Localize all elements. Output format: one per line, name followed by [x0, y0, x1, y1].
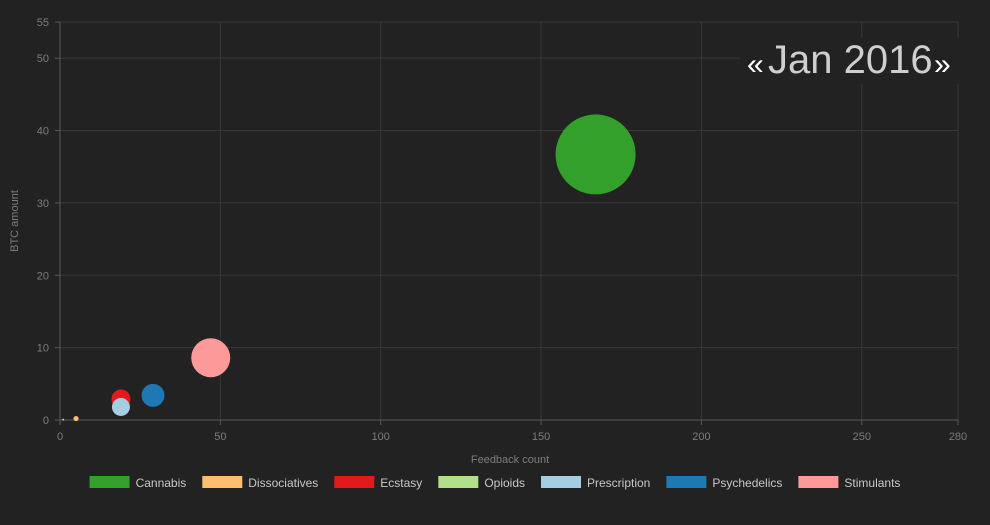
legend-swatch	[89, 476, 130, 488]
legend-label: Cannabis	[136, 476, 187, 490]
y-tick-label: 40	[37, 126, 49, 138]
legend-swatch	[666, 476, 707, 488]
legend-item-ecstasy[interactable]: Ecstasy	[334, 476, 422, 490]
legend-label: Dissociatives	[248, 476, 318, 490]
legend-label: Prescription	[587, 476, 650, 490]
legend-swatch	[202, 476, 243, 488]
bubbles	[62, 114, 636, 422]
next-period-button[interactable]: »	[934, 48, 951, 81]
x-tick-label: 200	[692, 431, 710, 443]
bubble-stimulants[interactable]	[191, 338, 231, 378]
legend-label: Opioids	[484, 476, 525, 490]
tick-labels: 0 50 100 150 200 250 280 0 10 20 30 40 50 55	[37, 17, 967, 443]
legend-swatch	[541, 476, 582, 488]
y-tick-label: 30	[37, 198, 49, 210]
bubble-psychedelics[interactable]	[141, 383, 165, 407]
bubble-cannabis[interactable]	[555, 114, 636, 195]
period-background	[740, 38, 960, 84]
bubble-opioids[interactable]	[62, 418, 65, 421]
x-axis-title: Feedback count	[471, 454, 549, 466]
legend-item-prescription[interactable]: Prescription	[541, 476, 650, 490]
x-tick-label: 280	[949, 431, 967, 443]
prev-period-button[interactable]: «	[747, 48, 764, 81]
legend-swatch	[798, 476, 839, 488]
y-tick-label: 20	[37, 270, 49, 282]
legend-item-opioids[interactable]: Opioids	[438, 476, 525, 490]
legend-label: Ecstasy	[380, 476, 422, 490]
period-label: Jan 2016	[768, 38, 933, 82]
x-tick-label: 100	[372, 431, 390, 443]
bubble-prescription[interactable]	[111, 397, 130, 416]
y-tick-label: 0	[43, 415, 49, 427]
legend-item-psychedelics[interactable]: Psychedelics	[666, 476, 782, 490]
legend-item-stimulants[interactable]: Stimulants	[798, 476, 900, 490]
legend-label: Psychedelics	[712, 476, 782, 490]
legend-swatch	[334, 476, 375, 488]
axes	[55, 21, 959, 425]
legend-swatch	[438, 476, 479, 488]
x-tick-label: 0	[57, 431, 63, 443]
legend: Cannabis Dissociatives Ecstasy Opioids Presc…	[89, 476, 900, 490]
bubble-dissociatives[interactable]	[73, 415, 79, 422]
y-tick-label: 50	[37, 53, 49, 65]
legend-item-cannabis[interactable]: Cannabis	[89, 476, 187, 490]
period-control: « Jan 2016 »	[740, 38, 960, 84]
legend-item-dissociatives[interactable]: Dissociatives	[202, 476, 318, 490]
legend-label: Stimulants	[844, 476, 900, 490]
x-tick-label: 50	[214, 431, 226, 443]
y-axis-title: BTC amount	[9, 190, 21, 252]
y-tick-label: 55	[37, 17, 49, 29]
x-tick-label: 250	[853, 431, 871, 443]
x-tick-label: 150	[532, 431, 550, 443]
y-tick-label: 10	[37, 343, 49, 355]
